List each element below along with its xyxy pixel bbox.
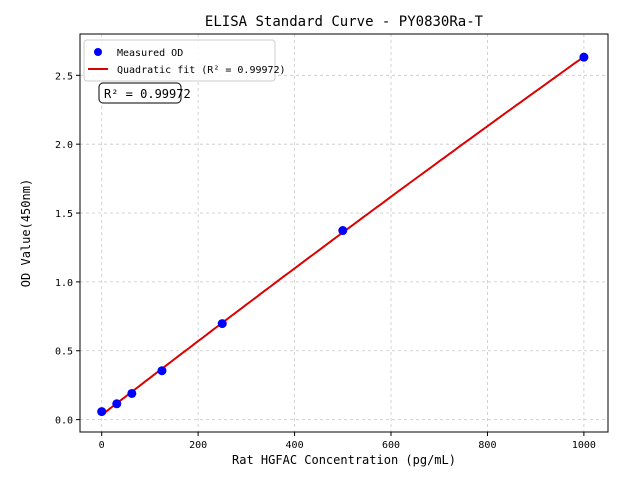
y-tick-label: 0.0	[55, 416, 73, 427]
legend-box	[83, 39, 276, 82]
plot-frame	[79, 33, 609, 433]
x-tick-label: 600	[382, 440, 400, 451]
data-points	[97, 52, 589, 417]
legend: Measured OD Quadratic fit (R² = 0.99972)	[83, 39, 286, 82]
y-tick-label: 1.5	[55, 209, 73, 220]
y-axis-label: OD Value(450nm)	[19, 179, 33, 287]
data-point	[112, 399, 122, 409]
y-tick-label: 2.5	[55, 71, 73, 82]
legend-marker-measured	[94, 48, 102, 56]
legend-label-fit: Quadratic fit (R² = 0.99972)	[117, 65, 286, 76]
grid	[80, 34, 608, 432]
x-axis-label: Rat HGFAC Concentration (pg/mL)	[232, 453, 456, 467]
data-point	[579, 52, 589, 62]
y-tick-label: 0.5	[55, 347, 73, 358]
y-tick-label: 2.0	[55, 140, 73, 151]
data-point	[338, 226, 348, 236]
fit-line-group	[101, 55, 585, 416]
r2-annotation-box	[98, 82, 182, 104]
data-point	[157, 366, 167, 376]
data-point	[217, 319, 227, 329]
x-tick-label: 0	[99, 440, 105, 451]
fit-line	[101, 55, 585, 416]
data-point	[97, 407, 107, 417]
x-tick-label: 400	[286, 440, 304, 451]
y-ticks: 0.0 0.5 1.0 1.5 2.0 2.5	[55, 71, 80, 427]
x-ticks: 0 200 400 600 800 1000	[99, 432, 596, 451]
legend-label-measured: Measured OD	[117, 48, 183, 59]
data-point	[127, 388, 137, 398]
r2-annotation: R² = 0.99972	[104, 87, 191, 101]
chart-title: ELISA Standard Curve - PY0830Ra-T	[205, 14, 484, 30]
x-tick-label: 200	[189, 440, 207, 451]
x-tick-label: 1000	[572, 440, 596, 451]
y-tick-label: 1.0	[55, 278, 73, 289]
x-tick-label: 800	[478, 440, 496, 451]
